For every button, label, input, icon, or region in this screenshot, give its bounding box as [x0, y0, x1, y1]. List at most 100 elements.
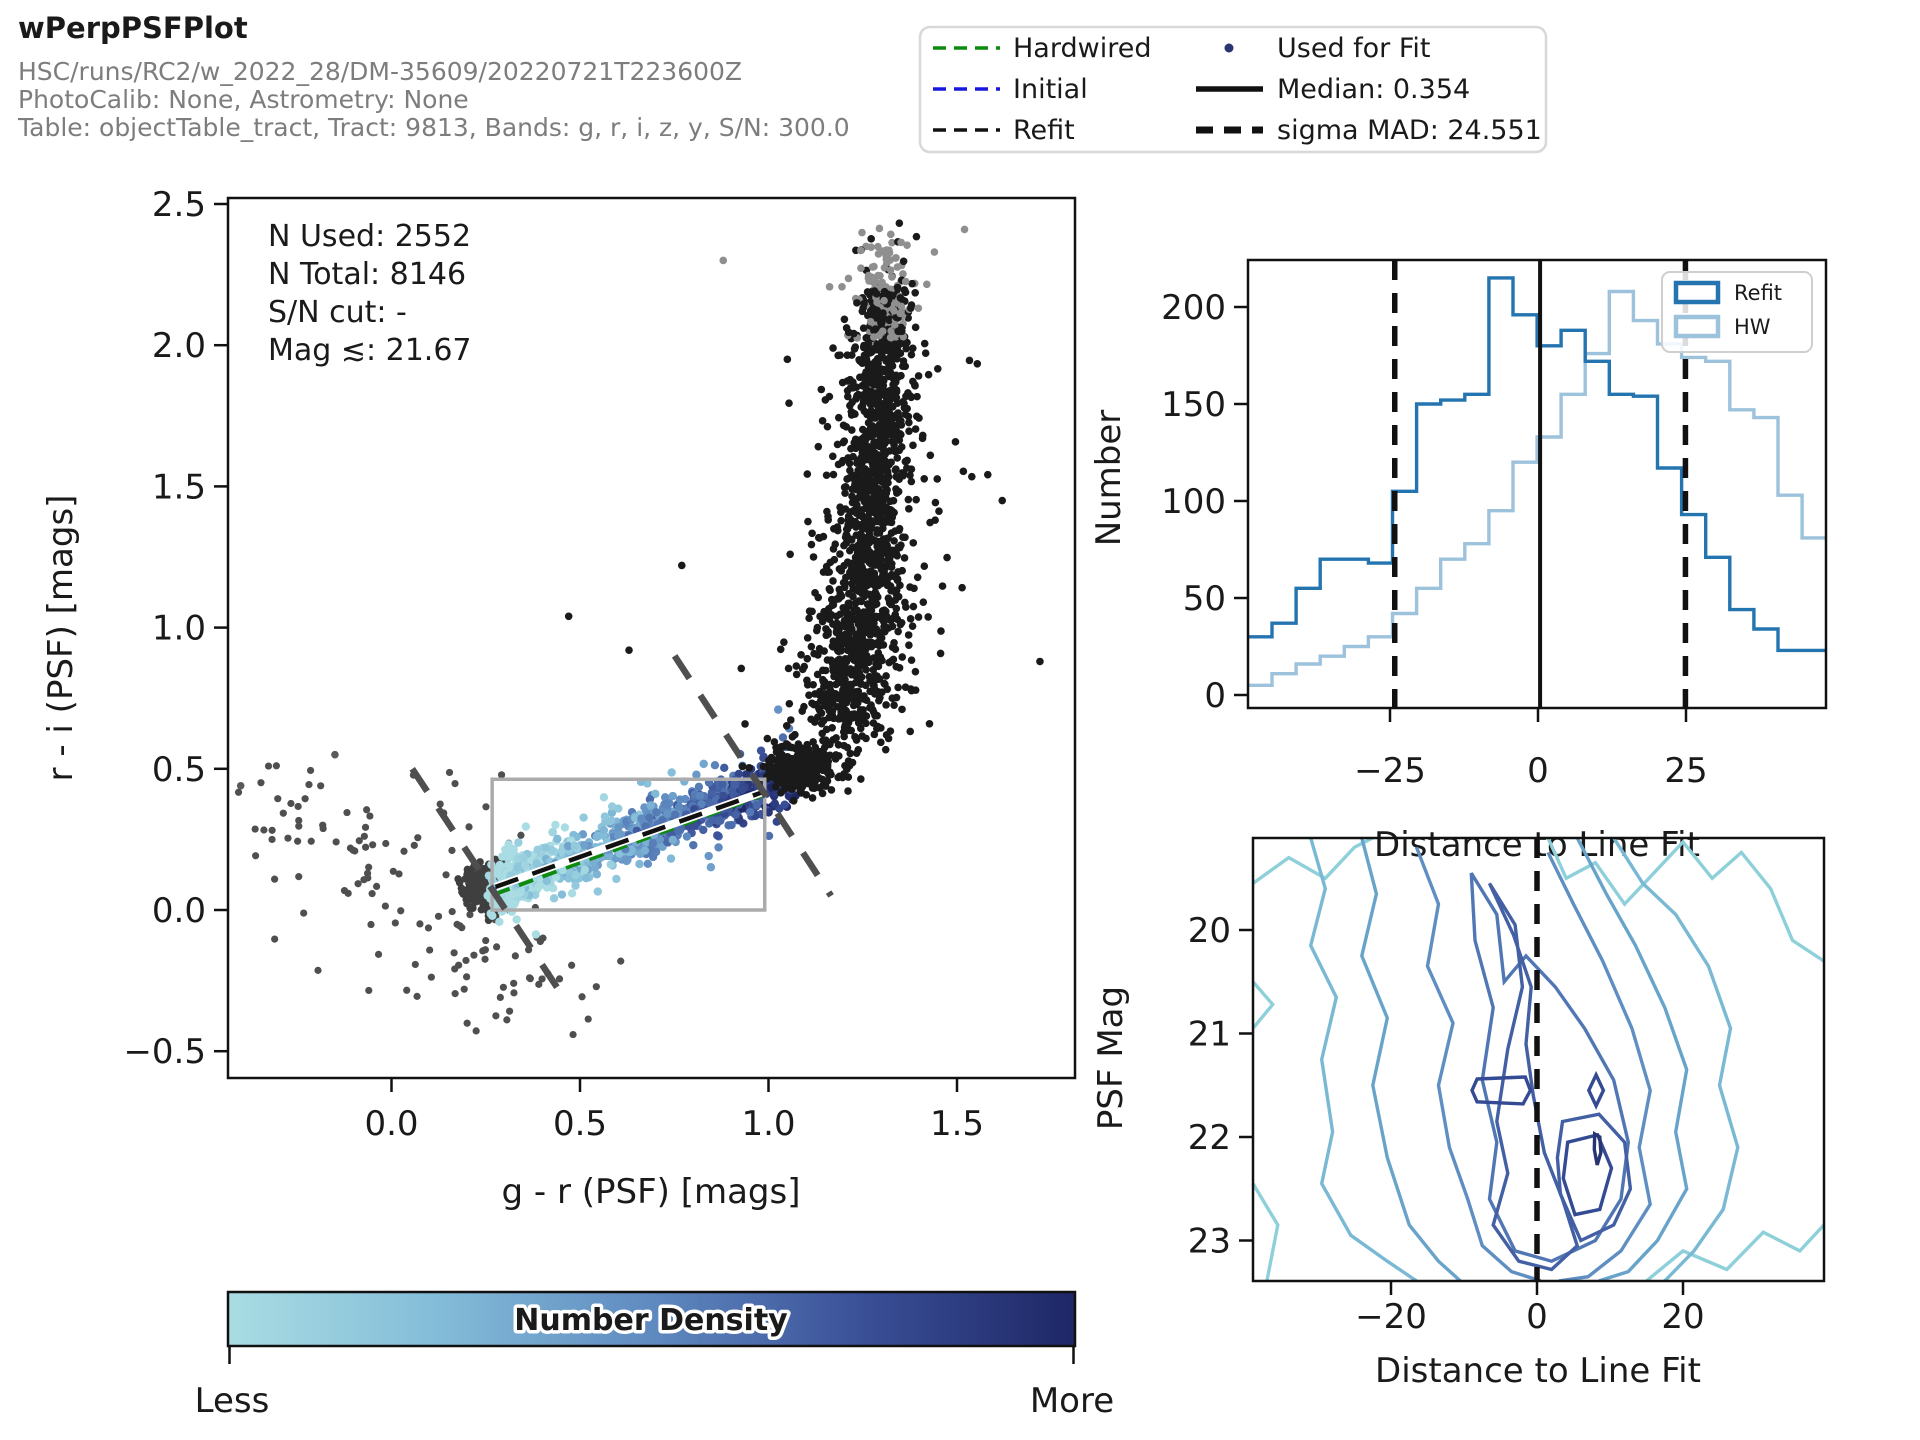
- gray-point: [555, 975, 564, 983]
- black-point: [773, 745, 781, 753]
- black-point: [983, 470, 992, 479]
- contour-level-1: [1612, 838, 1740, 1281]
- black-point: [891, 527, 899, 535]
- black-point: [847, 613, 855, 621]
- black-point: [910, 381, 919, 389]
- black-point: [891, 645, 900, 653]
- hist-y-tick-label: 50: [1183, 579, 1226, 619]
- histogram-legend-hw: HW: [1734, 315, 1771, 339]
- density-point: [533, 845, 542, 854]
- black-point: [959, 467, 968, 476]
- gray-point: [355, 837, 363, 845]
- black-point: [895, 219, 904, 228]
- black-point: [885, 658, 893, 667]
- black-point: [937, 627, 945, 635]
- black-point: [860, 649, 868, 658]
- density-point: [692, 770, 701, 779]
- black-point: [906, 471, 914, 480]
- black-point: [897, 421, 906, 429]
- black-point: [859, 474, 868, 483]
- density-point: [627, 845, 636, 854]
- gray-point: [492, 1012, 500, 1020]
- contour-level-7: [1592, 1130, 1603, 1166]
- black-point: [802, 790, 810, 799]
- black-point: [914, 304, 923, 313]
- black-point: [787, 756, 795, 765]
- gray-point: [413, 992, 421, 1000]
- black-point: [882, 701, 890, 709]
- black-point: [737, 664, 746, 673]
- black-point: [901, 277, 910, 286]
- black-point: [840, 315, 849, 324]
- black-point: [892, 489, 901, 497]
- contour-axes-frame: [1251, 836, 1826, 1283]
- black-point: [887, 600, 895, 609]
- black-point: [784, 664, 793, 673]
- gray-point: [434, 912, 443, 920]
- black-point: [837, 567, 846, 575]
- black-point: [904, 314, 912, 322]
- black-point: [873, 722, 882, 731]
- density-point: [668, 791, 677, 801]
- density-point: [645, 813, 654, 822]
- density-point: [599, 793, 609, 802]
- gray-point: [287, 799, 295, 808]
- contour-level-0: [1253, 838, 1374, 885]
- black-point: [892, 549, 900, 557]
- black-point: [872, 290, 881, 298]
- black-point: [824, 630, 832, 639]
- black-point: [870, 684, 879, 693]
- contour-content: [1253, 838, 1824, 1281]
- black-point: [857, 403, 865, 411]
- black-point: [803, 769, 812, 778]
- black-point: [894, 568, 902, 576]
- color-color-panel: 0.0 0.5 1.0 1.5 −0.5 0.0 0.5 1.0 1.5 2.0 2.5 N Use…: [41, 185, 1077, 1212]
- isolated-point: [719, 256, 728, 265]
- gray-point: [510, 989, 518, 997]
- black-point: [899, 397, 907, 406]
- density-point: [704, 851, 713, 861]
- black-point: [813, 623, 822, 632]
- black-point: [846, 466, 854, 475]
- gray-point: [445, 768, 454, 777]
- black-point: [848, 639, 856, 647]
- gray-point: [332, 838, 340, 846]
- black-point: [871, 346, 880, 354]
- density-point: [557, 846, 567, 856]
- black-point: [862, 719, 870, 728]
- histogram-legend-refit: Refit: [1734, 281, 1782, 305]
- gray-point: [360, 876, 368, 884]
- black-point: [863, 570, 872, 579]
- isolated-point: [1036, 657, 1044, 666]
- black-point: [926, 518, 934, 527]
- gray-point: [391, 919, 399, 927]
- black-point: [840, 483, 849, 492]
- contour-x-tick-label: 20: [1661, 1297, 1704, 1337]
- density-point: [563, 841, 573, 851]
- density-point: [663, 809, 672, 819]
- black-point: [876, 499, 884, 508]
- density-point: [510, 899, 519, 909]
- refit-histogram-path: [1248, 276, 1826, 653]
- gray-point: [416, 920, 424, 928]
- black-point: [918, 431, 927, 440]
- black-point: [807, 642, 816, 651]
- density-point: [697, 799, 706, 809]
- black-point: [869, 462, 877, 471]
- black-point: [862, 576, 870, 585]
- black-point: [868, 705, 877, 714]
- black-point: [823, 696, 831, 704]
- gray-point: [382, 839, 390, 848]
- black-point: [797, 757, 806, 766]
- contour-level-6: [1586, 1070, 1606, 1110]
- annotation-sn-cut: S/N cut: -: [268, 295, 407, 330]
- black-point: [888, 238, 896, 247]
- black-point: [833, 624, 841, 632]
- black-point: [838, 773, 847, 782]
- black-point: [897, 238, 905, 247]
- black-point: [911, 425, 920, 433]
- black-point: [842, 530, 851, 539]
- psf-mag-contour-panel: −20 0 20 20 21 22 23 Distance to Line Fit PSF …: [1091, 836, 1826, 1391]
- black-point: [903, 404, 911, 413]
- black-point: [904, 631, 913, 639]
